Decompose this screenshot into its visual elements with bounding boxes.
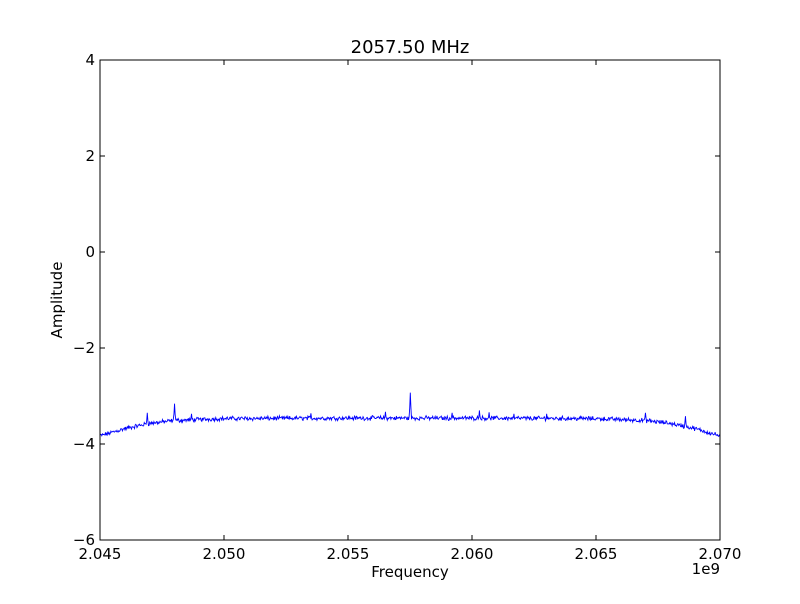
y-axis-label: Amplitude: [48, 262, 66, 339]
x-tick-label: 2.060: [451, 545, 494, 563]
y-tick-label: −6: [73, 531, 95, 549]
x-tick-label: 2.065: [575, 545, 618, 563]
x-axis-offset-label: 1e9: [692, 560, 720, 578]
y-tick-label: −4: [73, 435, 95, 453]
y-tick-label: 4: [85, 51, 95, 69]
y-tick-label: −2: [73, 339, 95, 357]
chart-title: 2057.50 MHz: [351, 37, 470, 58]
y-tick-label: 0: [85, 243, 95, 261]
x-tick-label: 2.070: [699, 545, 742, 563]
axes-frame: [99, 59, 721, 541]
x-tick-label: 2.045: [79, 545, 122, 563]
series-line-spectrum: [99, 392, 721, 437]
x-tick-label: 2.050: [203, 545, 246, 563]
x-tick-label: 2.055: [327, 545, 370, 563]
x-axis-label: Frequency: [371, 563, 449, 581]
y-tick-label: 2: [85, 147, 95, 165]
